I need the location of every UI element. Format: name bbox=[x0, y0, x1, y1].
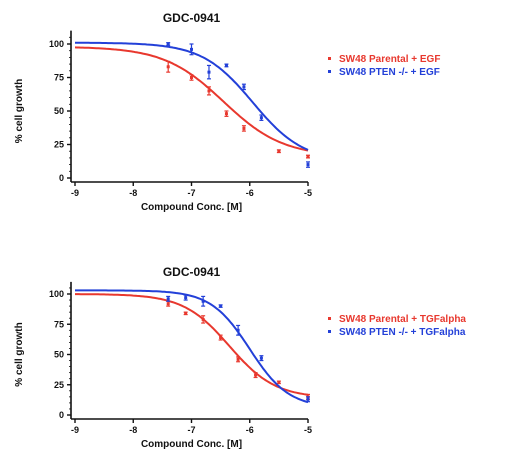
data-point bbox=[236, 328, 240, 332]
y-tick-label: 50 bbox=[54, 350, 64, 360]
legend-marker bbox=[328, 70, 331, 73]
chart-title: GDC-0941 bbox=[163, 11, 221, 25]
chart-panel-1: GDC-0941 0 25 50 75 100 -9 -8 -7 -6 -5 Compound Con… bbox=[14, 11, 440, 213]
chart-title: GDC-0941 bbox=[163, 265, 221, 279]
x-axis-label: Compound Conc. [M] bbox=[141, 439, 242, 450]
data-point bbox=[190, 47, 193, 51]
fit-curve bbox=[75, 41, 309, 151]
data-point bbox=[254, 373, 258, 377]
y-tick-label: 25 bbox=[54, 140, 64, 150]
data-point bbox=[207, 89, 211, 93]
x-tick-label: -5 bbox=[304, 188, 312, 198]
series-2: SW48 PTEN -/- + EGF bbox=[75, 41, 440, 168]
data-point bbox=[207, 70, 211, 74]
series-1: SW48 Parental + TGFalpha bbox=[75, 293, 466, 400]
x-tick-label: -7 bbox=[187, 425, 195, 435]
data-point bbox=[277, 149, 281, 153]
x-axis-label: Compound Conc. [M] bbox=[141, 202, 242, 213]
chart-panel-2: GDC-0941 0 25 50 75 100 -9 -8 -7 -6 -5 Compound Con… bbox=[14, 265, 466, 450]
data-point bbox=[236, 357, 240, 361]
y-axis-label: % cell growth bbox=[14, 322, 25, 386]
data-point bbox=[259, 356, 263, 360]
y-tick-label: 50 bbox=[54, 106, 64, 116]
data-point bbox=[242, 126, 246, 130]
data-point bbox=[166, 302, 170, 306]
fit-curve bbox=[75, 293, 309, 396]
fit-curve bbox=[74, 46, 309, 152]
data-point bbox=[306, 155, 310, 159]
x-tick-label: -8 bbox=[129, 188, 137, 198]
y-axis-label: % cell growth bbox=[14, 79, 25, 143]
data-point bbox=[259, 116, 263, 120]
data-point bbox=[219, 304, 223, 308]
data-point bbox=[166, 297, 170, 301]
data-point bbox=[184, 296, 188, 300]
legend-marker bbox=[328, 317, 331, 320]
data-point bbox=[277, 380, 281, 384]
legend-label: SW48 PTEN -/- + TGFalpha bbox=[339, 327, 466, 338]
data-point bbox=[219, 336, 223, 340]
data-point bbox=[201, 317, 205, 321]
y-tick-label: 100 bbox=[49, 289, 64, 299]
legend-label: SW48 PTEN -/- + EGF bbox=[339, 67, 440, 78]
data-point bbox=[306, 163, 310, 167]
y-tick-label: 25 bbox=[54, 380, 64, 390]
y-tick-label: 0 bbox=[59, 173, 64, 183]
legend-label: SW48 Parental + EGF bbox=[339, 54, 440, 65]
y-tick-label: 75 bbox=[54, 73, 64, 83]
x-tick-label: -9 bbox=[71, 425, 79, 435]
data-point bbox=[166, 42, 170, 46]
x-tick-label: -7 bbox=[187, 188, 195, 198]
x-tick-label: -9 bbox=[71, 188, 79, 198]
data-point bbox=[166, 65, 170, 69]
legend-label: SW48 Parental + TGFalpha bbox=[339, 314, 466, 325]
y-tick-label: 0 bbox=[59, 410, 64, 420]
data-point bbox=[184, 311, 188, 315]
y-tick-label: 75 bbox=[54, 319, 64, 329]
data-point bbox=[306, 397, 310, 401]
data-point bbox=[224, 112, 228, 116]
x-tick-label: -6 bbox=[246, 188, 254, 198]
data-point bbox=[242, 85, 246, 89]
data-point bbox=[224, 63, 228, 67]
series-2: SW48 PTEN -/- + TGFalpha bbox=[75, 289, 466, 404]
series-1: SW48 Parental + EGF bbox=[74, 46, 440, 159]
legend-marker bbox=[328, 57, 331, 60]
legend-marker bbox=[328, 330, 331, 333]
data-point bbox=[201, 299, 205, 303]
x-tick-label: -6 bbox=[246, 425, 254, 435]
data-point bbox=[190, 76, 193, 79]
x-tick-label: -5 bbox=[304, 425, 312, 435]
y-tick-label: 100 bbox=[49, 39, 64, 49]
fit-curve bbox=[75, 289, 309, 404]
x-tick-label: -8 bbox=[129, 425, 137, 435]
